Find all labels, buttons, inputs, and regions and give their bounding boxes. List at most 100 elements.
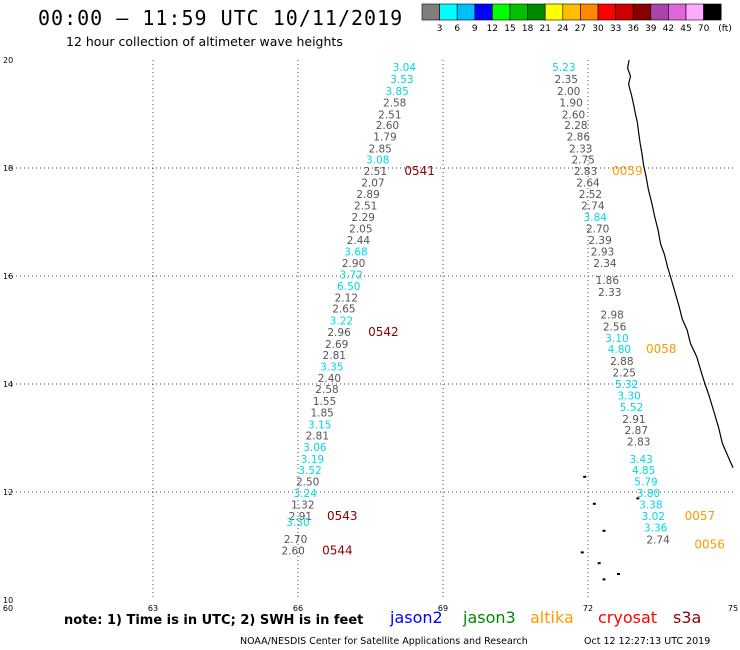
wave-height-value: 2.90	[342, 258, 365, 270]
wave-height-value: 2.98	[600, 310, 623, 322]
legend-label: 70	[698, 24, 710, 34]
wave-height-value: 5.79	[634, 477, 657, 489]
wave-height-value: 5.23	[552, 62, 575, 74]
wave-height-value: 3.15	[308, 419, 331, 431]
satellite-jason3: jason3	[463, 608, 516, 627]
wave-height-value: 2.70	[586, 223, 609, 235]
legend-swatch	[668, 3, 687, 21]
wave-height-value: 1.55	[313, 396, 336, 408]
legend-label: 21	[539, 24, 550, 34]
wave-height-value: 2.35	[555, 74, 578, 86]
pass-time-label: 0059	[612, 164, 643, 178]
legend-label: 15	[504, 24, 515, 34]
x-tick-label: 69	[438, 604, 448, 613]
wave-height-value: 2.51	[354, 201, 377, 213]
y-tick-label: 18	[3, 164, 13, 173]
wave-height-value: 2.85	[368, 143, 391, 155]
legend-label: 45	[680, 24, 691, 34]
wave-height-value: 4.85	[632, 465, 655, 477]
wave-height-value: 2.50	[296, 477, 319, 489]
island-mark	[602, 529, 606, 532]
wave-height-value: 6.50	[337, 281, 360, 293]
wave-height-value: 2.87	[625, 425, 648, 437]
island-mark	[602, 578, 606, 581]
wave-height-value: 1.32	[291, 500, 314, 512]
legend-swatch	[632, 3, 652, 21]
legend-label: 27	[575, 24, 586, 34]
wave-height-value: 2.83	[627, 437, 650, 449]
legend-swatch	[597, 3, 616, 21]
legend-label: 9	[472, 24, 478, 34]
legend-label: 30	[592, 24, 604, 34]
wave-height-value: 2.39	[588, 235, 611, 247]
legend-label: 42	[663, 24, 674, 34]
wave-height-value: 2.74	[581, 201, 605, 213]
wave-height-value: 1.86	[596, 275, 620, 287]
wave-height-value: 2.74	[646, 534, 670, 546]
wave-height-value: 2.60	[376, 120, 399, 132]
legend-label: 12	[487, 24, 498, 34]
wave-height-value: 2.12	[335, 292, 358, 304]
wave-height-value: 1.85	[310, 407, 333, 419]
island-mark	[617, 573, 620, 575]
legend-label: 18	[522, 24, 534, 34]
wave-height-value: 2.89	[356, 189, 379, 201]
coastline	[626, 59, 734, 468]
wave-height-value: 3.22	[330, 316, 353, 328]
wave-height-value: 2.34	[593, 258, 617, 270]
page-title: 00:00 — 11:59 UTC 10/11/2019	[38, 6, 404, 30]
note-text: note: 1) Time is in UTC; 2) SWH is in fe…	[64, 613, 364, 628]
legend-swatch	[439, 3, 458, 21]
x-tick-label: 75	[728, 604, 738, 613]
legend-swatch	[562, 3, 581, 21]
wave-height-value: 5.32	[615, 379, 638, 391]
wave-height-value: 3.38	[639, 500, 662, 512]
y-tick-label: 20	[3, 56, 13, 65]
wave-height-value: 2.33	[598, 287, 621, 299]
wave-height-value: 3.43	[629, 454, 652, 466]
wave-height-value: 2.64	[576, 177, 600, 189]
wave-height-value: 3.02	[642, 511, 665, 523]
page-subtitle: 12 hour collection of altimeter wave hei…	[66, 34, 343, 49]
wave-height-value: 3.52	[298, 465, 321, 477]
wave-height-value: 2.83	[574, 166, 597, 178]
wave-height-value: 2.81	[306, 431, 329, 443]
wave-height-value: 3.04	[393, 62, 417, 74]
wave-height-value: 2.25	[613, 367, 636, 379]
wave-height-value: 3.19	[301, 454, 324, 466]
legend-swatch	[474, 3, 493, 21]
footer-timestamp: Oct 12 12:27:13 UTC 2019	[584, 636, 711, 647]
wave-height-value: 2.07	[361, 177, 384, 189]
y-tick-label: 10	[3, 596, 13, 605]
wave-height-value: 2.29	[352, 212, 375, 224]
pass-time-label: 0056	[694, 538, 725, 552]
wave-height-value: 2.75	[571, 155, 594, 167]
wave-height-value: 2.60	[562, 109, 585, 121]
legend-swatch	[615, 3, 634, 21]
legend-swatch	[492, 3, 511, 21]
legend-swatch	[544, 3, 564, 21]
x-tick-label: 72	[583, 604, 593, 613]
wave-height-value: 3.53	[390, 74, 413, 86]
legend-swatch	[456, 3, 476, 21]
wave-height-value: 2.69	[325, 339, 348, 351]
wave-height-value: 3.36	[644, 522, 668, 534]
wave-height-value: 3.08	[366, 155, 389, 167]
wave-height-value: 1.90	[559, 97, 582, 109]
wave-height-value: 2.93	[591, 246, 614, 258]
wave-height-value: 3.72	[339, 270, 362, 282]
pass-time-label: 0543	[327, 509, 358, 523]
wave-height-value: 3.24	[294, 488, 318, 500]
wave-height-value: 2.28	[564, 120, 587, 132]
pass-time-label: 0544	[322, 544, 353, 558]
wave-height-value: 2.58	[383, 97, 406, 109]
pass-time-label: 0541	[404, 164, 435, 178]
wave-height-value: 2.70	[284, 534, 307, 546]
wave-height-value: 2.88	[610, 356, 633, 368]
x-tick-label: 66	[293, 604, 303, 613]
legend-swatch	[527, 3, 546, 21]
wave-height-value: 2.65	[332, 304, 355, 316]
legend-swatch	[580, 3, 599, 21]
wave-height-value: 2.51	[378, 109, 401, 121]
